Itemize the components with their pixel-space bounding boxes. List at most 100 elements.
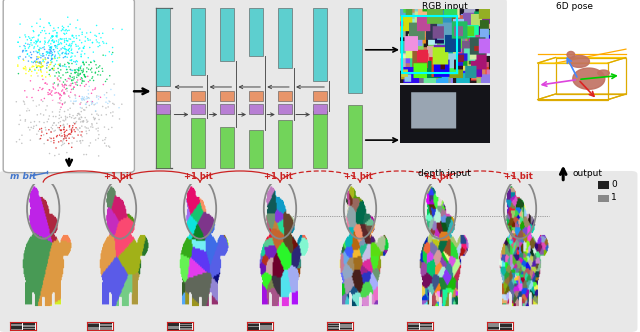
Bar xyxy=(420,322,432,323)
Point xyxy=(37,28,47,33)
Point xyxy=(72,75,82,80)
Point xyxy=(33,43,43,49)
Point xyxy=(18,48,28,53)
Point xyxy=(40,36,50,41)
Point xyxy=(54,139,64,144)
Point xyxy=(30,104,40,109)
FancyBboxPatch shape xyxy=(0,171,637,332)
Point xyxy=(47,126,58,131)
Point xyxy=(59,46,69,51)
Point xyxy=(13,54,24,60)
Point xyxy=(72,49,83,55)
Point xyxy=(65,114,75,119)
Point xyxy=(83,91,93,97)
Point xyxy=(76,66,86,71)
Point xyxy=(50,28,60,33)
Point xyxy=(43,55,53,61)
Point xyxy=(31,21,42,26)
Point xyxy=(73,132,83,138)
Point xyxy=(77,40,87,45)
Point xyxy=(55,119,65,124)
Point xyxy=(76,51,86,57)
Bar xyxy=(278,8,292,68)
Point xyxy=(31,48,41,54)
Point xyxy=(74,68,84,73)
Point xyxy=(94,31,104,36)
Point xyxy=(50,128,60,133)
Point xyxy=(24,103,34,108)
Point xyxy=(42,65,52,71)
Point xyxy=(33,63,43,69)
Point xyxy=(78,118,88,124)
Point xyxy=(71,98,81,104)
Point xyxy=(94,40,104,45)
Point xyxy=(90,108,100,114)
Point xyxy=(60,32,70,37)
Point xyxy=(36,46,46,51)
Bar xyxy=(420,323,432,324)
Point xyxy=(40,55,51,60)
Point xyxy=(108,26,118,32)
Point xyxy=(74,68,84,73)
Bar xyxy=(407,322,419,323)
Bar xyxy=(260,324,272,325)
Point xyxy=(44,51,54,56)
Point xyxy=(100,140,110,146)
Point xyxy=(36,97,47,103)
Point xyxy=(53,62,63,67)
Point xyxy=(64,36,74,42)
Point xyxy=(60,109,70,114)
Point xyxy=(41,127,51,132)
Point xyxy=(104,144,115,150)
Point xyxy=(44,127,54,132)
Point xyxy=(52,77,63,82)
Point xyxy=(65,95,75,100)
Point xyxy=(74,65,84,71)
Point xyxy=(81,128,92,134)
Point xyxy=(54,120,64,125)
Point xyxy=(48,67,58,72)
Point xyxy=(58,123,68,128)
Point xyxy=(47,97,58,102)
Point xyxy=(54,96,65,102)
Point xyxy=(35,64,45,69)
Point xyxy=(66,90,76,95)
Bar xyxy=(23,327,35,328)
Bar xyxy=(23,328,35,329)
Point xyxy=(92,34,102,39)
Point xyxy=(53,40,63,45)
Point xyxy=(84,103,95,108)
Point xyxy=(88,100,98,106)
Bar xyxy=(487,326,499,327)
Point xyxy=(51,114,61,119)
Point xyxy=(74,33,84,38)
Point xyxy=(77,96,88,101)
Point xyxy=(30,58,40,64)
Bar xyxy=(10,329,22,330)
Point xyxy=(56,138,66,143)
Bar xyxy=(100,324,112,325)
Bar xyxy=(420,326,432,327)
Point xyxy=(79,119,89,124)
Point xyxy=(80,74,90,80)
Point xyxy=(31,57,42,62)
Point xyxy=(51,34,61,39)
Point xyxy=(50,56,60,61)
Point xyxy=(46,139,56,144)
Point xyxy=(93,153,104,159)
Point xyxy=(72,67,82,72)
Bar xyxy=(278,104,292,114)
Point xyxy=(53,69,63,75)
Point xyxy=(59,127,69,132)
Point xyxy=(74,66,84,72)
Point xyxy=(61,67,72,72)
Bar xyxy=(167,323,179,324)
Point xyxy=(45,107,56,113)
Point xyxy=(73,70,83,76)
Point xyxy=(70,70,80,75)
Point xyxy=(26,50,36,55)
Point xyxy=(58,87,68,93)
Point xyxy=(20,32,30,38)
Point xyxy=(68,101,79,107)
Bar xyxy=(180,329,192,330)
